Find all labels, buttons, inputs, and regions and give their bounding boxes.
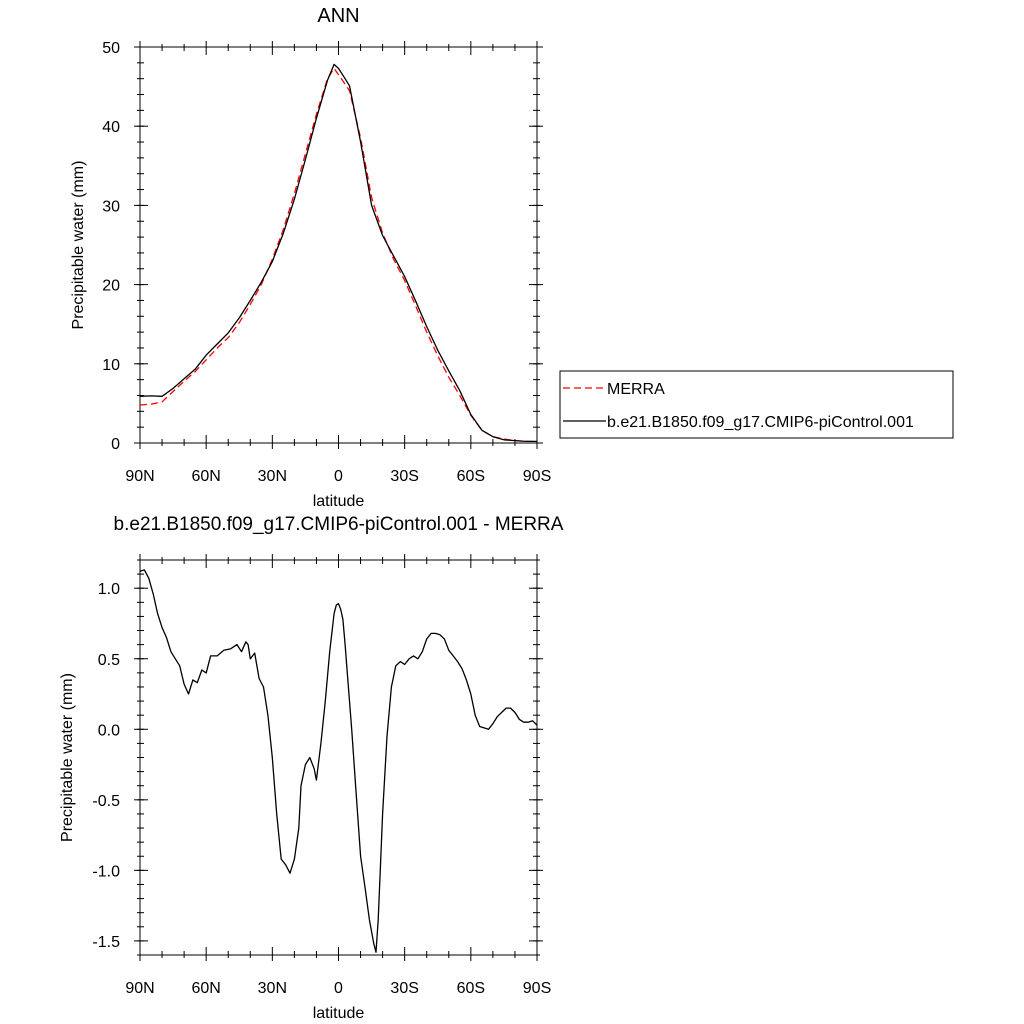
- legend-label-merra: MERRA: [607, 381, 665, 398]
- bottom-x-tick-label: 90S: [523, 980, 551, 997]
- legend-label-model: b.e21.B1850.f09_g17.CMIP6-piControl.001: [607, 414, 914, 431]
- bottom-y-axis-label: Precipitable water (mm): [59, 673, 76, 842]
- bottom-x-tick-label: 30S: [390, 980, 418, 997]
- top-y-tick-label: 50: [102, 40, 120, 57]
- bottom-y-tick-label: 1.0: [98, 581, 120, 598]
- top-y-tick-label: 30: [102, 198, 120, 215]
- top-x-tick-label: 30N: [258, 468, 287, 485]
- top-x-tick-label: 30S: [390, 468, 418, 485]
- legend-box: [559, 370, 954, 439]
- bottom-y-tick-label: 0.5: [98, 652, 120, 669]
- top-x-tick-label: 60N: [191, 468, 220, 485]
- top-x-tick-label: 90N: [125, 468, 154, 485]
- top-x-tick-label: 0: [334, 468, 343, 485]
- top-y-tick-label: 0: [111, 436, 120, 453]
- bottom-x-axis-label: latitude: [313, 1005, 365, 1022]
- bottom-x-tick-label: 30N: [258, 980, 287, 997]
- top-chart-title: ANN: [317, 5, 359, 27]
- bottom-x-tick-label: 0: [334, 980, 343, 997]
- bottom-y-tick-label: 0.0: [98, 722, 120, 739]
- top-y-tick-label: 20: [102, 278, 120, 295]
- top-y-tick-label: 40: [102, 119, 120, 136]
- top-y-tick-label: 10: [102, 357, 120, 374]
- bottom-x-tick-label: 90N: [125, 980, 154, 997]
- top-merra-series-line: [139, 67, 537, 443]
- bottom-y-tick-label: -1.0: [92, 863, 120, 880]
- top-x-tick-label: 60S: [457, 468, 485, 485]
- top-plot-frame: [139, 46, 538, 444]
- bottom-difference-series-line: [139, 569, 538, 953]
- top-y-axis-label: Precipitable water (mm): [70, 161, 87, 330]
- top-x-tick-label: 90S: [523, 468, 551, 485]
- bottom-y-tick-label: -1.5: [92, 934, 120, 951]
- top-model-series-line: [139, 63, 537, 443]
- bottom-x-tick-label: 60N: [191, 980, 220, 997]
- bottom-chart-title: b.e21.B1850.f09_g17.CMIP6-piControl.001 …: [114, 514, 564, 535]
- top-x-axis-label: latitude: [313, 493, 365, 510]
- bottom-plot-frame: [139, 559, 538, 956]
- bottom-x-tick-label: 60S: [457, 980, 485, 997]
- bottom-y-tick-label: -0.5: [92, 793, 120, 810]
